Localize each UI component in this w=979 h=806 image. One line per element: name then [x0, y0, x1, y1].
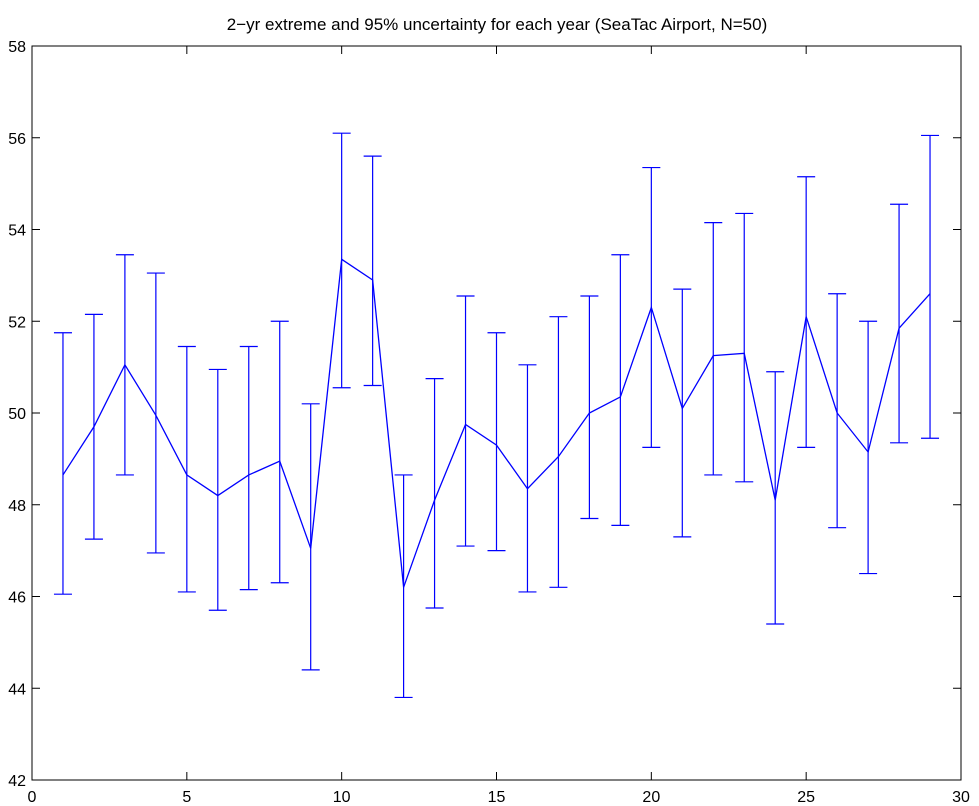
errorbar	[177, 345, 196, 593]
errorbar	[208, 368, 227, 611]
x-tick-label: 25	[797, 789, 815, 806]
y-tick-label: 56	[8, 131, 26, 148]
errorbar	[518, 364, 537, 593]
errorbar	[53, 332, 72, 595]
y-tick-label: 52	[8, 314, 26, 331]
errorbar	[611, 254, 630, 526]
axis-tick-labels: 0 5 10 15 20 25 30 42 44 46 48 50 52 54 56 58	[8, 39, 970, 806]
errorbar	[239, 345, 258, 591]
errorbar	[425, 377, 444, 609]
y-tick-label: 44	[8, 681, 26, 698]
x-tick-label: 5	[182, 789, 191, 806]
errorbar	[890, 203, 909, 444]
series-line-group	[62, 258, 931, 588]
errorbar	[704, 222, 723, 476]
y-tick-label: 50	[8, 406, 26, 423]
errorbar	[146, 272, 165, 554]
x-tick-label: 0	[28, 789, 37, 806]
x-tick-label: 20	[642, 789, 660, 806]
axis-ticks	[31, 45, 962, 781]
y-tick-label: 58	[8, 39, 26, 56]
errorbar	[301, 403, 320, 671]
errorbar	[797, 176, 816, 449]
error-bars	[53, 132, 940, 699]
y-tick-label: 54	[8, 223, 26, 240]
errorbar	[487, 332, 506, 552]
y-tick-label: 46	[8, 590, 26, 607]
errorbar	[828, 293, 847, 529]
y-tick-label: 48	[8, 498, 26, 515]
x-tick-label: 30	[952, 789, 970, 806]
errorbar	[363, 155, 382, 387]
series-line	[62, 258, 931, 588]
errorbar	[580, 295, 599, 520]
errorbar	[456, 295, 475, 547]
errorbar	[549, 316, 568, 588]
errorbar	[859, 320, 878, 575]
y-tick-label: 42	[8, 773, 26, 790]
chart-title: 2−yr extreme and 95% uncertainty for eac…	[227, 15, 768, 34]
x-tick-label: 10	[333, 789, 351, 806]
errorbar	[735, 212, 754, 483]
x-tick-label: 15	[488, 789, 506, 806]
errorbar	[673, 288, 692, 538]
errorbar	[270, 320, 289, 584]
errorbar	[921, 134, 940, 439]
